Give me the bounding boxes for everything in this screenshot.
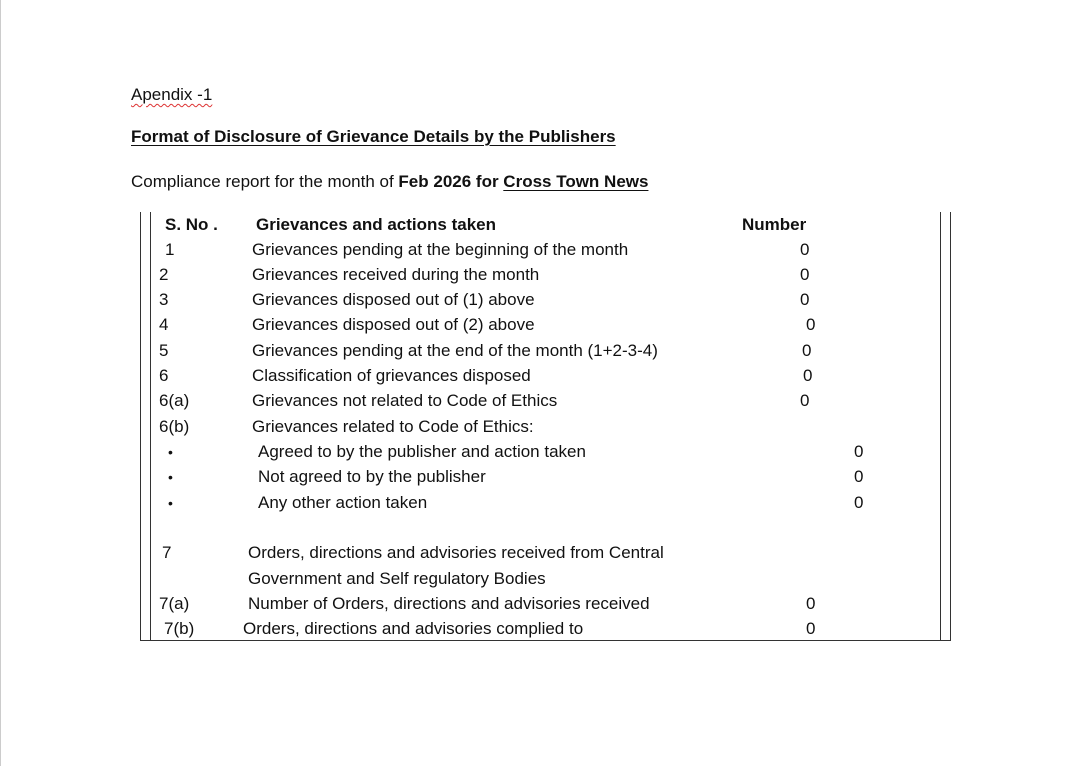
row-number: 0 [806,619,816,638]
row-sno: 4 [159,315,169,334]
table-row: 7(a) Number of Orders, directions and adv… [0,594,1072,614]
report-for: for [471,172,504,191]
appendix-label: Apendix -1 [131,85,213,104]
header-number: Number [742,215,807,234]
row-description: Grievances disposed out of (1) above [252,290,535,309]
table-border-right-inner [940,212,941,641]
table-row: 2 Grievances received during the month 0 [0,265,1072,285]
row-description: Grievances pending at the beginning of t… [252,240,629,259]
row-description: Grievances received during the month [252,265,540,284]
report-line: Compliance report for the month of Feb 2… [131,172,648,192]
row-number: 0 [800,391,810,410]
row-sno: 6 [159,366,169,385]
row-sno: • [168,444,173,460]
report-prefix: Compliance report for the month of [131,172,399,191]
header-sno: S. No . [165,215,218,234]
row-number: 0 [800,240,810,259]
row-number: 0 [854,467,864,486]
report-month: Feb 2026 [398,172,472,191]
row-description: Orders, directions and advisories receiv… [248,543,664,562]
row-number: 0 [806,315,816,334]
row-description: Government and Self regulatory Bodies [248,569,546,588]
row-number: 0 [806,594,816,613]
row-number: 0 [854,442,864,461]
row-sno: • [168,495,173,511]
row-sno: 6(a) [159,391,190,410]
table-row: • Not agreed to by the publisher 0 [0,467,1072,487]
table-row: Government and Self regulatory Bodies [0,569,1072,589]
row-description: Grievances disposed out of (2) above [252,315,535,334]
table-row: 4 Grievances disposed out of (2) above 0 [0,315,1072,335]
row-sno: 2 [159,265,169,284]
row-number: 0 [802,341,812,360]
table-border-left-outer [140,212,141,641]
row-sno: 5 [159,341,169,360]
row-description: Number of Orders, directions and advisor… [248,594,650,613]
table-border-left-inner [150,212,151,641]
row-sno: 1 [165,240,175,259]
row-description: Grievances pending at the end of the mon… [252,341,658,360]
row-description: Grievances related to Code of Ethics: [252,417,534,436]
table-row: 1 Grievances pending at the beginning of … [0,240,1072,260]
table-row: 6 Classification of grievances disposed 0 [0,366,1072,386]
document-title: Format of Disclosure of Grievance Detail… [131,127,616,146]
row-number: 0 [803,366,813,385]
row-sno: 6(b) [159,417,190,436]
row-sno: • [168,469,173,485]
row-number: 0 [800,265,810,284]
row-sno: 7(b) [164,619,195,638]
row-number: 0 [800,290,810,309]
table-border-right-outer [950,212,951,641]
table-row: • Any other action taken 0 [0,493,1072,513]
row-sno: 7(a) [159,594,190,613]
row-description: Not agreed to by the publisher [258,467,486,486]
table-row: • Agreed to by the publisher and action t… [0,442,1072,462]
row-sno: 3 [159,290,169,309]
row-sno: 7 [162,543,172,562]
table-border-bottom [140,640,951,641]
page-edge [0,0,1,766]
row-description: Agreed to by the publisher and action ta… [258,442,586,461]
table-row: 3 Grievances disposed out of (1) above 0 [0,290,1072,310]
row-description: Orders, directions and advisories compli… [243,619,584,638]
table-row: 6(b) Grievances related to Code of Ethics… [0,417,1072,437]
table-row: 7(b) Orders, directions and advisories co… [0,619,1072,639]
row-number: 0 [854,493,864,512]
table-row: 5 Grievances pending at the end of the mo… [0,341,1072,361]
header-desc: Grievances and actions taken [256,215,496,234]
row-description: Grievances not related to Code of Ethics [252,391,558,410]
row-description: Any other action taken [258,493,428,512]
publisher-name: Cross Town News [503,172,649,191]
table-row: 6(a) Grievances not related to Code of Et… [0,391,1072,411]
table-header: S. No . Grievances and actions taken Num… [0,215,1072,235]
table-row: 7 Orders, directions and advisories recei… [0,543,1072,563]
row-description: Classification of grievances disposed [252,366,531,385]
